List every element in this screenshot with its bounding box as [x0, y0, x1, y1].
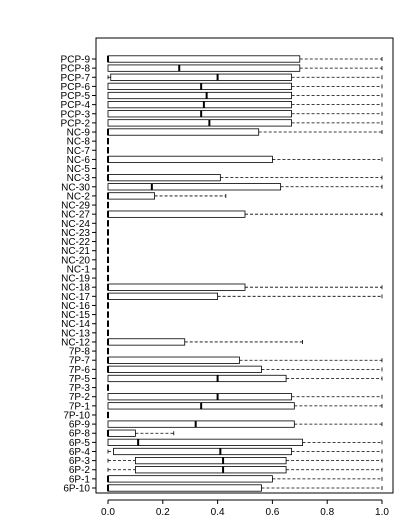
category-label: 6P-9	[69, 420, 91, 431]
box	[134, 466, 287, 474]
category-label: NC-2	[67, 191, 91, 202]
box	[107, 475, 273, 483]
box	[107, 338, 186, 346]
category-label: 6P-8	[69, 429, 91, 440]
category-label: PCP-9	[61, 55, 91, 66]
x-tick-label: 0.8	[320, 507, 334, 518]
box-group	[107, 55, 383, 492]
box	[107, 119, 292, 127]
box	[107, 356, 240, 364]
category-label: 7P-6	[69, 365, 91, 376]
category-label: PCP-7	[61, 73, 91, 84]
box	[107, 393, 292, 401]
box	[107, 91, 292, 100]
box	[107, 420, 295, 428]
box	[107, 155, 273, 164]
category-label: 6P-2	[69, 465, 91, 476]
box	[107, 484, 262, 492]
category-label: NC-21	[61, 246, 90, 257]
category-label: PCP-6	[61, 82, 91, 93]
category-label: 7P-7	[69, 356, 91, 367]
category-label: PCP-5	[61, 91, 91, 102]
category-labels: PCP-9PCP-8PCP-7PCP-6PCP-5PCP-4PCP-3PCP-2…	[61, 55, 96, 495]
box	[107, 183, 282, 191]
category-label: NC-17	[61, 292, 90, 303]
box	[107, 192, 155, 200]
box	[107, 210, 246, 218]
box	[107, 429, 136, 437]
x-tick-label: 0.2	[156, 507, 170, 518]
category-label: PCP-4	[61, 100, 91, 111]
box	[107, 55, 301, 63]
x-tick-label: 0.6	[265, 507, 279, 518]
category-label: NC-16	[61, 301, 90, 312]
category-label: 6P-5	[69, 438, 91, 449]
box	[107, 82, 292, 90]
box	[134, 457, 287, 465]
box	[107, 438, 303, 446]
category-label: NC-7	[67, 146, 91, 157]
category-label: NC-20	[61, 255, 90, 266]
box	[107, 128, 260, 136]
box	[107, 110, 292, 118]
category-label: NC-15	[61, 310, 90, 321]
category-label: NC-5	[67, 164, 91, 175]
box	[113, 447, 292, 456]
category-label: NC-24	[61, 219, 90, 230]
category-label: 7P-1	[69, 401, 91, 412]
box	[110, 73, 292, 81]
category-label: 7P-10	[63, 410, 90, 421]
category-label: NC-8	[67, 137, 91, 148]
category-label: 7P-3	[69, 383, 91, 394]
x-tick-label: 0.0	[101, 507, 115, 518]
category-label: NC-1	[67, 264, 91, 275]
box	[107, 374, 287, 383]
box	[107, 64, 301, 72]
category-label: PCP-2	[61, 118, 91, 129]
category-label: 6P-10	[63, 484, 90, 495]
x-tick-label: 1.0	[375, 507, 389, 518]
category-label: NC-12	[61, 337, 90, 348]
category-label: NC-18	[61, 283, 90, 294]
x-axis: 0.0 0.2 0.4 0.6 0.8 1.0	[101, 499, 389, 518]
category-label: NC-19	[61, 274, 90, 285]
category-label: NC-29	[61, 201, 90, 212]
category-label: 7P-5	[69, 374, 91, 385]
category-label: PCP-8	[61, 64, 91, 75]
box	[107, 101, 292, 109]
category-label: NC-14	[61, 319, 90, 330]
category-label: 6P-4	[69, 447, 91, 458]
category-label: NC-30	[61, 182, 90, 193]
box	[107, 174, 221, 182]
category-label: NC-6	[67, 155, 91, 166]
category-label: NC-3	[67, 173, 91, 184]
category-label: NC-27	[61, 210, 90, 221]
category-label: NC-9	[67, 128, 91, 139]
category-label: 7P-2	[69, 392, 91, 403]
category-label: NC-23	[61, 228, 90, 239]
box	[107, 283, 246, 291]
plot-frame	[95, 37, 394, 494]
category-label: 6P-3	[69, 456, 91, 467]
category-label: PCP-3	[61, 109, 91, 120]
category-label: NC-13	[61, 328, 90, 339]
category-label: 6P-1	[69, 474, 91, 485]
box	[107, 292, 218, 300]
box	[107, 365, 262, 373]
category-label: 7P-8	[69, 347, 91, 358]
category-label: NC-22	[61, 237, 90, 248]
x-tick-label: 0.4	[211, 507, 225, 518]
